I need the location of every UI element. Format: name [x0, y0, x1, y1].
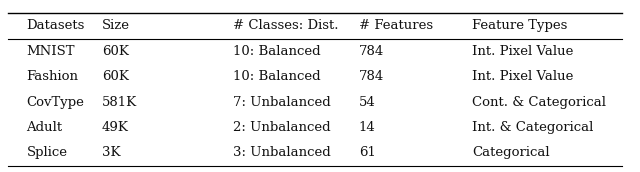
Text: 10: Balanced: 10: Balanced — [234, 70, 321, 83]
Text: 61: 61 — [359, 146, 376, 159]
Text: 784: 784 — [359, 45, 384, 58]
Text: CovType: CovType — [26, 96, 84, 109]
Text: Cont. & Categorical: Cont. & Categorical — [472, 96, 606, 109]
Text: 3: Unbalanced: 3: Unbalanced — [234, 146, 332, 159]
Text: Fashion: Fashion — [26, 70, 79, 83]
Text: 60K: 60K — [102, 70, 129, 83]
Text: # Classes: Dist.: # Classes: Dist. — [234, 19, 339, 33]
Text: 54: 54 — [359, 96, 376, 109]
Text: MNIST: MNIST — [26, 45, 75, 58]
Text: Datasets: Datasets — [26, 19, 85, 33]
Text: Int. & Categorical: Int. & Categorical — [472, 121, 593, 134]
Text: Splice: Splice — [26, 146, 67, 159]
Text: Int. Pixel Value: Int. Pixel Value — [472, 45, 573, 58]
Text: 7: Unbalanced: 7: Unbalanced — [234, 96, 332, 109]
Text: 14: 14 — [359, 121, 376, 134]
Text: Int. Pixel Value: Int. Pixel Value — [472, 70, 573, 83]
Text: Size: Size — [102, 19, 130, 33]
Text: Categorical: Categorical — [472, 146, 549, 159]
Text: Adult: Adult — [26, 121, 63, 134]
Text: 60K: 60K — [102, 45, 129, 58]
Text: 2: Unbalanced: 2: Unbalanced — [234, 121, 331, 134]
Text: 49K: 49K — [102, 121, 129, 134]
Text: 784: 784 — [359, 70, 384, 83]
Text: # Features: # Features — [359, 19, 433, 33]
Text: 3K: 3K — [102, 146, 120, 159]
Text: 581K: 581K — [102, 96, 137, 109]
Text: 10: Balanced: 10: Balanced — [234, 45, 321, 58]
Text: Feature Types: Feature Types — [472, 19, 567, 33]
